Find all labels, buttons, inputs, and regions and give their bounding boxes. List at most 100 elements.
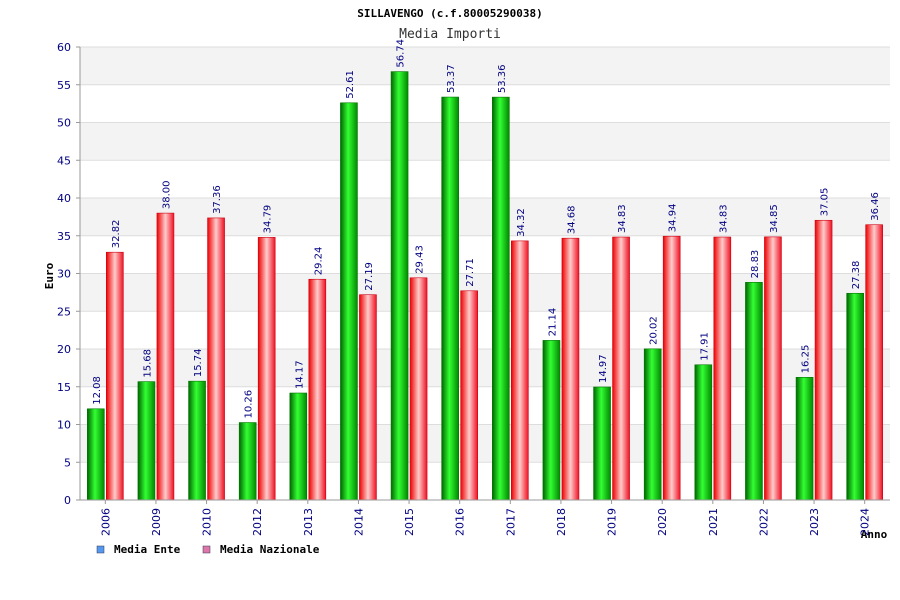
bar-media-nazionale-2006 — [106, 251, 124, 501]
data-label-media-nazionale-2021: 34.83 — [718, 204, 729, 233]
x-tick-label-2024: 2024 — [859, 508, 872, 536]
x-tick-label-2014: 2014 — [352, 508, 365, 536]
y-tick-label: 5 — [64, 456, 71, 469]
grid-band — [80, 47, 890, 85]
bar-media-nazionale-2023 — [814, 219, 833, 501]
x-tick-label-2012: 2012 — [251, 508, 264, 536]
bar-media-nazionale-2015 — [409, 277, 428, 501]
bar-media-ente-2012 — [238, 422, 257, 501]
x-tick-label-2013: 2013 — [302, 508, 315, 536]
bar-media-nazionale-2022 — [764, 236, 782, 501]
bar-media-ente-2023 — [795, 377, 814, 501]
data-label-media-ente-2006: 12.08 — [92, 376, 103, 405]
data-label-media-ente-2024: 27.38 — [851, 261, 862, 290]
grid-band — [80, 122, 890, 161]
data-label-media-ente-2013: 14.17 — [294, 360, 305, 389]
bar-media-ente-2009 — [137, 381, 156, 501]
data-label-media-nazionale-2009: 38.00 — [161, 180, 172, 209]
bar-media-ente-2022 — [745, 282, 763, 501]
x-tick-label-2018: 2018 — [555, 508, 568, 536]
data-label-media-nazionale-2012: 34.79 — [263, 205, 274, 234]
data-label-media-ente-2021: 17.91 — [699, 332, 710, 361]
y-tick-label: 20 — [57, 343, 71, 356]
y-tick-label: 50 — [57, 117, 71, 130]
bar-media-ente-2020 — [643, 348, 662, 501]
bar-media-ente-2019 — [593, 386, 611, 501]
y-tick-label: 0 — [64, 494, 71, 507]
x-tick-label-2019: 2019 — [606, 508, 619, 536]
data-label-media-nazionale-2018: 34.68 — [566, 206, 577, 235]
bar-media-ente-2010 — [188, 380, 206, 501]
legend-swatch-media-ente — [96, 545, 105, 554]
bar-media-nazionale-2009 — [156, 212, 175, 501]
x-tick-label-2015: 2015 — [403, 508, 416, 536]
x-tick-label-2006: 2006 — [99, 508, 112, 536]
y-tick-label: 35 — [57, 230, 71, 243]
data-label-media-nazionale-2023: 37.05 — [820, 188, 831, 217]
bar-media-nazionale-2024 — [865, 224, 883, 501]
legend: Media Ente Media Nazionale — [96, 543, 320, 556]
chart-title: SILLAVENGO (c.f.80005290038) — [357, 7, 542, 20]
y-tick-label: 55 — [57, 79, 71, 92]
x-tick-label-2010: 2010 — [201, 508, 214, 536]
bar-media-ente-2021 — [694, 364, 713, 501]
y-tick-label: 15 — [57, 381, 71, 394]
bar-media-nazionale-2012 — [257, 237, 276, 501]
data-label-media-ente-2020: 20.02 — [649, 316, 660, 345]
y-tick-label: 25 — [57, 305, 71, 318]
y-tick-label: 60 — [57, 41, 71, 54]
bar-media-ente-2017 — [492, 96, 510, 501]
y-tick-label: 45 — [57, 154, 71, 167]
data-label-media-ente-2015: 56.74 — [396, 39, 407, 68]
data-label-media-nazionale-2022: 34.85 — [769, 204, 780, 233]
bar-media-nazionale-2014 — [359, 294, 377, 501]
data-label-media-ente-2023: 16.25 — [801, 345, 812, 374]
data-label-media-nazionale-2016: 27.71 — [465, 258, 476, 287]
data-label-media-ente-2017: 53.36 — [497, 64, 508, 93]
bar-media-ente-2014 — [340, 102, 358, 501]
data-label-media-nazionale-2013: 29.24 — [313, 247, 324, 276]
x-tick-label-2020: 2020 — [656, 508, 669, 536]
data-label-media-nazionale-2017: 34.32 — [516, 208, 527, 237]
data-label-media-ente-2010: 15.74 — [193, 349, 204, 378]
y-tick-label: 10 — [57, 419, 71, 432]
data-label-media-ente-2022: 28.83 — [750, 250, 761, 279]
bars: 12.08 32.82 15.68 38.00 15.74 37.36 10.26 34.79… — [87, 39, 883, 501]
data-label-media-ente-2019: 14.97 — [598, 354, 609, 383]
bar-media-nazionale-2013 — [308, 278, 327, 501]
data-label-media-ente-2018: 21.14 — [547, 308, 558, 337]
bar-media-ente-2024 — [846, 292, 864, 501]
y-ticks: 0 5 10 15 20 25 30 35 40 45 50 55 60 — [57, 41, 80, 507]
data-label-media-nazionale-2010: 37.36 — [212, 185, 223, 214]
bar-media-nazionale-2018 — [561, 237, 580, 501]
x-tick-label-2023: 2023 — [808, 508, 821, 536]
data-label-media-ente-2016: 53.37 — [446, 64, 457, 93]
x-tick-label-2021: 2021 — [707, 508, 720, 536]
bar-media-ente-2006 — [87, 408, 105, 501]
data-label-media-nazionale-2014: 27.19 — [364, 262, 375, 291]
data-label-media-nazionale-2006: 32.82 — [111, 220, 122, 249]
chart-subtitle: Media Importi — [399, 27, 501, 42]
bar-media-nazionale-2010 — [207, 217, 225, 501]
x-tick-label-2022: 2022 — [757, 508, 770, 536]
legend-swatch-media-nazionale — [202, 545, 211, 554]
legend-label-media-nazionale: Media Nazionale — [220, 543, 320, 556]
data-label-media-ente-2012: 10.26 — [244, 390, 255, 419]
bar-media-ente-2013 — [289, 392, 308, 501]
y-tick-label: 30 — [57, 268, 71, 281]
x-ticks: 2006 2009 2010 2012 2013 2014 2015 2016 2017 2018… — [99, 500, 872, 536]
data-label-media-nazionale-2024: 36.46 — [870, 192, 881, 221]
data-label-media-ente-2009: 15.68 — [142, 349, 153, 378]
bar-media-nazionale-2016 — [460, 290, 478, 501]
bar-media-nazionale-2021 — [713, 236, 732, 501]
bar-media-nazionale-2020 — [662, 235, 681, 501]
legend-label-media-ente: Media Ente — [114, 543, 181, 556]
bar-media-ente-2016 — [441, 96, 459, 501]
x-axis-label: Anno — [861, 528, 888, 541]
bar-media-ente-2018 — [542, 340, 561, 501]
data-label-media-nazionale-2015: 29.43 — [415, 245, 426, 274]
bar-media-nazionale-2019 — [612, 236, 630, 501]
data-label-media-nazionale-2019: 34.83 — [617, 204, 628, 233]
y-axis-label: Euro — [43, 262, 56, 289]
